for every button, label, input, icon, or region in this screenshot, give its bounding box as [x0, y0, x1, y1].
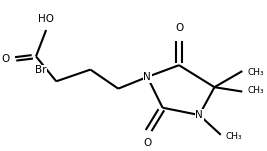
- Text: O: O: [175, 23, 183, 33]
- Text: CH₃: CH₃: [247, 68, 264, 77]
- Text: O: O: [143, 138, 151, 148]
- Text: N: N: [143, 72, 151, 82]
- Text: Br: Br: [35, 65, 46, 76]
- Text: HO: HO: [38, 14, 54, 24]
- Text: CH₃: CH₃: [247, 86, 264, 95]
- Text: O: O: [1, 54, 9, 64]
- Text: CH₃: CH₃: [226, 132, 242, 141]
- Text: N: N: [195, 110, 203, 120]
